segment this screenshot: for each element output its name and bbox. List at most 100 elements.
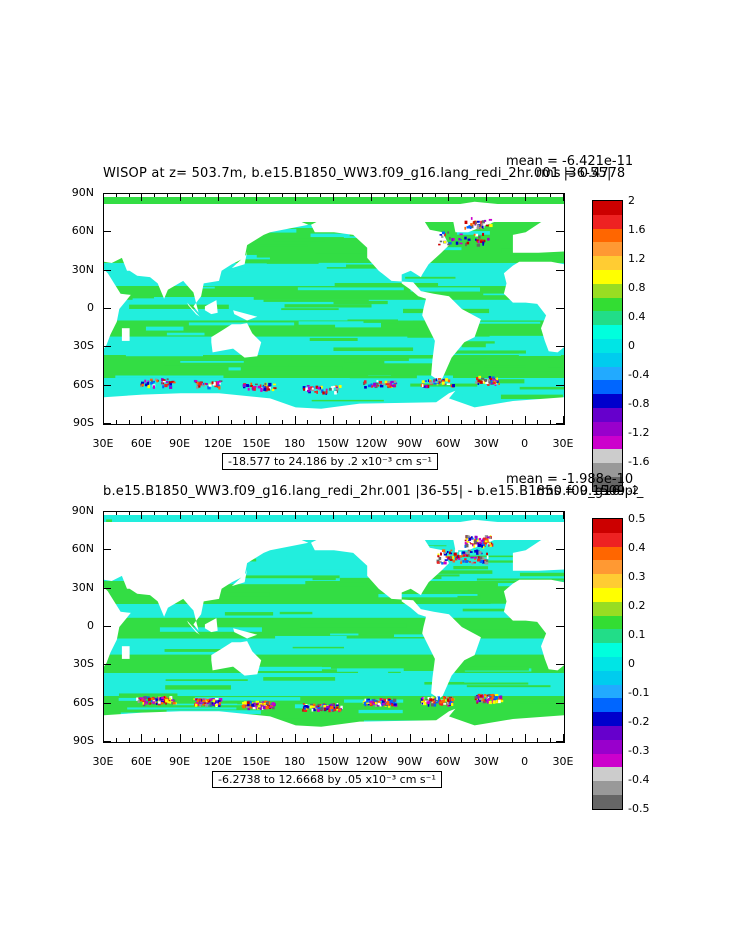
- x-tick: [537, 738, 539, 742]
- x-tick-label: 180: [284, 755, 306, 768]
- x-tick: [396, 420, 398, 424]
- colorbar-swatch: [593, 587, 622, 602]
- x-tick: [218, 734, 219, 742]
- colorbar-swatch: [593, 739, 622, 754]
- y-tick: [556, 269, 564, 271]
- x-tick: [422, 193, 424, 197]
- x-tick-label: 30E: [552, 437, 574, 450]
- colorbar-swatch: [593, 449, 622, 464]
- y-tick: [103, 384, 111, 386]
- x-tick: [550, 420, 552, 424]
- x-tick: [486, 193, 488, 201]
- x-tick: [524, 511, 526, 519]
- x-tick: [115, 511, 117, 515]
- x-tick: [320, 738, 322, 742]
- colorbar-label: 0: [628, 338, 635, 352]
- x-tick-label: 30W: [473, 755, 499, 768]
- y-tick-label: 90S: [73, 416, 94, 429]
- x-tick: [499, 738, 501, 742]
- y-tick: [103, 308, 111, 309]
- x-tick: [294, 416, 296, 424]
- x-tick: [345, 738, 347, 742]
- y-tick: [556, 193, 564, 194]
- field-plot: [104, 512, 564, 742]
- x-tick: [358, 420, 360, 424]
- y-tick-label: 30N: [71, 580, 94, 594]
- y-tick: [556, 231, 564, 233]
- x-tick: [499, 511, 501, 515]
- x-tick-label: 0: [521, 437, 529, 450]
- x-tick-label: 120W: [355, 755, 388, 768]
- x-tick: [320, 193, 322, 197]
- x-tick: [128, 193, 130, 197]
- mean-stat: mean = -1.988e-10: [506, 472, 634, 487]
- y-tick-label: 90N: [71, 186, 94, 199]
- x-tick: [281, 738, 283, 742]
- x-tick: [166, 193, 168, 197]
- x-tick: [524, 416, 526, 424]
- x-tick: [422, 420, 424, 424]
- x-tick: [294, 734, 296, 742]
- x-tick: [179, 416, 181, 424]
- land-mass: [512, 535, 564, 571]
- x-tick: [473, 193, 475, 197]
- x-tick: [435, 511, 437, 515]
- land-mass: [503, 579, 564, 671]
- y-tick-label: 60N: [71, 542, 94, 556]
- colorbar-label: -0.1: [628, 685, 650, 699]
- y-tick: [556, 423, 564, 424]
- colorbar-label: 1.6: [628, 222, 646, 236]
- colorbar-swatch: [593, 407, 622, 422]
- x-tick: [499, 193, 501, 197]
- x-tick: [166, 738, 168, 742]
- colorbar-swatch: [593, 643, 622, 657]
- y-tick: [103, 269, 111, 271]
- x-tick: [550, 193, 552, 197]
- land-mass: [231, 569, 248, 587]
- x-tick: [563, 193, 564, 201]
- y-tick-label: 90S: [73, 734, 94, 747]
- x-tick: [230, 193, 232, 197]
- x-tick: [230, 420, 232, 424]
- colorbar-swatch: [593, 725, 622, 740]
- x-tick-label: 120E: [204, 755, 232, 768]
- x-tick: [218, 193, 219, 201]
- x-tick: [371, 511, 373, 519]
- y-tick: [103, 664, 111, 666]
- x-tick: [460, 511, 462, 515]
- y-tick-label: 30N: [71, 262, 94, 276]
- x-tick: [358, 511, 360, 515]
- y-tick: [103, 587, 111, 589]
- x-tick: [448, 193, 449, 201]
- colorbar-label: -0.2: [628, 714, 650, 728]
- land-mass: [104, 269, 131, 349]
- x-tick: [422, 738, 424, 742]
- x-tick: [486, 734, 488, 742]
- x-tick: [537, 511, 539, 515]
- land-mass: [187, 302, 200, 317]
- x-tick: [448, 416, 449, 424]
- y-tick: [556, 664, 564, 666]
- range-label: -6.2738 to 12.6668 by .05 x10⁻³ cm s⁻¹: [212, 771, 442, 788]
- x-tick: [179, 734, 181, 742]
- colorbar-label: 0.1: [628, 627, 646, 641]
- y-tick: [103, 549, 111, 551]
- x-tick: [154, 511, 156, 515]
- colorbar-swatch: [593, 283, 622, 298]
- x-tick: [409, 416, 411, 424]
- y-tick-label: 90N: [71, 504, 94, 517]
- x-tick-label: 60W: [435, 755, 461, 768]
- x-tick: [307, 738, 309, 742]
- x-tick: [166, 420, 168, 424]
- land-mass: [512, 217, 564, 253]
- colorbar-swatch: [593, 670, 622, 685]
- land-mass: [180, 524, 207, 532]
- land-mass: [233, 628, 258, 639]
- x-tick: [205, 511, 207, 515]
- x-tick: [256, 193, 258, 201]
- x-tick: [230, 738, 232, 742]
- x-tick: [218, 511, 219, 519]
- colorbar-label: 1.2: [628, 251, 646, 265]
- x-tick: [435, 420, 437, 424]
- y-tick: [556, 549, 564, 551]
